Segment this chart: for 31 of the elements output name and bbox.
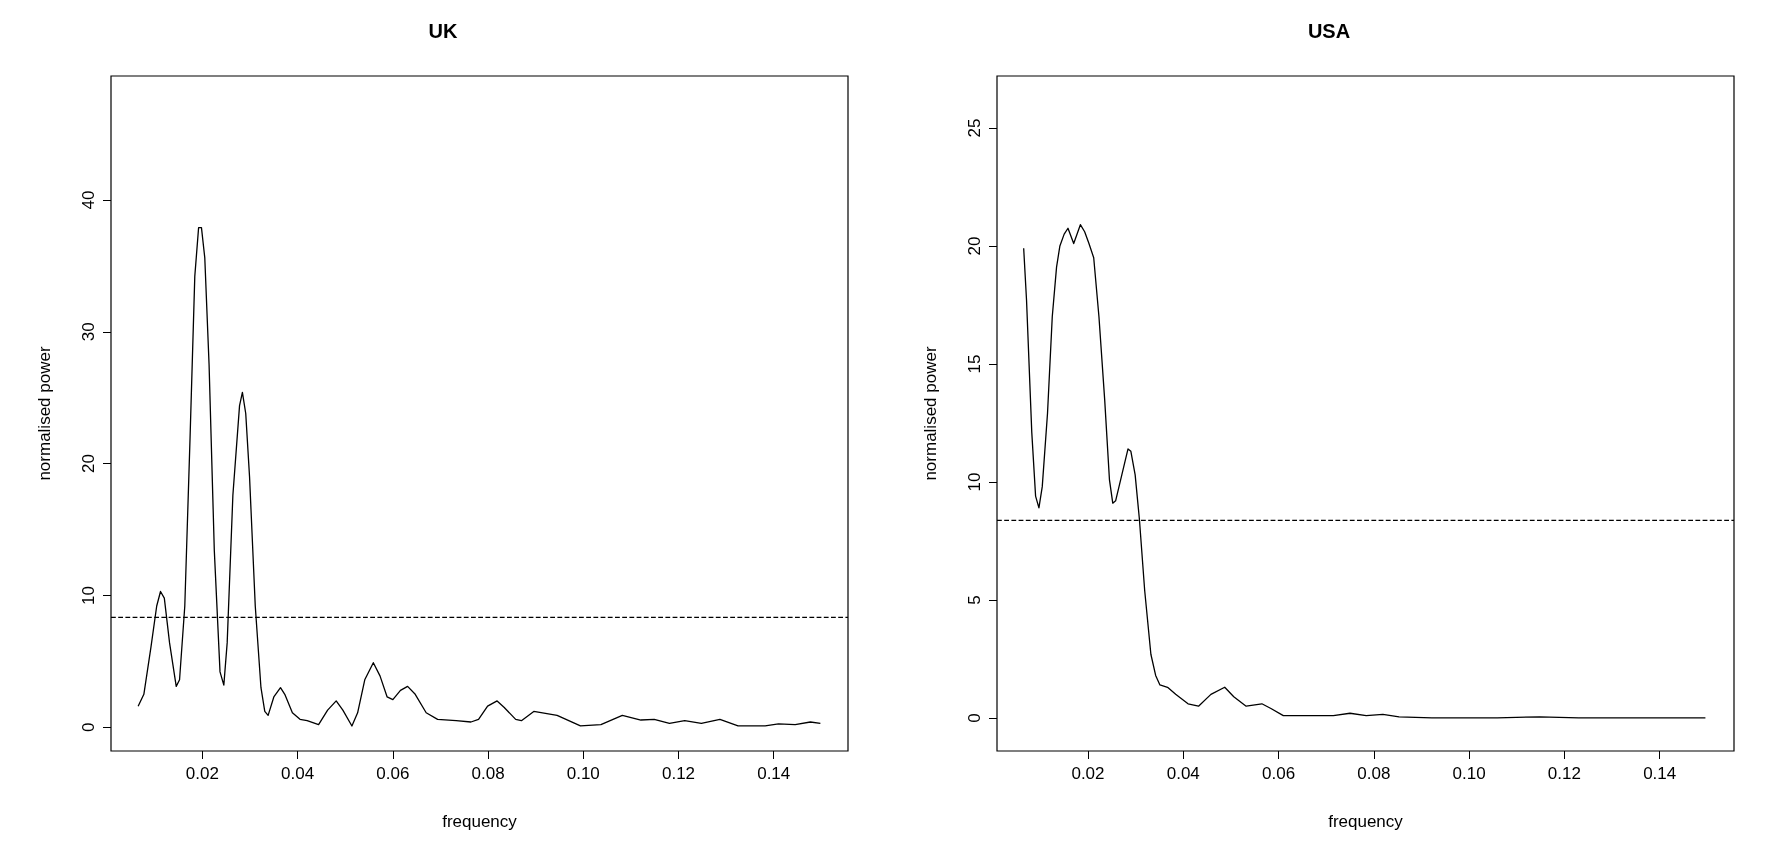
y-tick-label: 5 [965,595,984,605]
y-tick-label: 10 [965,472,984,492]
y-tick-label: 0 [79,722,98,732]
y-tick-label: 10 [79,585,98,605]
y-tick-label: 20 [79,454,98,474]
y-axis-title: normalised power [921,346,940,481]
x-tick-label: 0.14 [1643,764,1677,783]
x-tick-label: 0.10 [566,764,600,783]
x-tick-label: 0.08 [471,764,505,783]
x-axis-title: frequency [442,812,518,831]
chart-title: USA [1307,20,1351,42]
y-axis-title: normalised power [35,346,54,481]
x-tick-label: 0.04 [1166,764,1200,783]
x-tick-label: 0.06 [376,764,410,783]
y-tick-label: 0 [965,713,984,723]
x-tick-label: 0.14 [757,764,791,783]
x-tick-label: 0.02 [185,764,219,783]
y-tick-label: 30 [79,322,98,342]
y-tick-label: 15 [965,354,984,374]
x-tick-label: 0.02 [1071,764,1105,783]
x-tick-label: 0.12 [661,764,696,783]
x-axis-title: frequency [1328,812,1404,831]
x-tick-label: 0.06 [1262,764,1296,783]
x-tick-label: 0.04 [281,764,315,783]
y-tick-label: 20 [965,236,984,256]
y-tick-label: 40 [79,190,98,210]
x-tick-label: 0.10 [1452,764,1486,783]
x-tick-label: 0.12 [1547,764,1581,783]
y-tick-label: 25 [965,118,984,138]
x-tick-label: 0.08 [1357,764,1391,783]
chart-title: UK [428,20,458,42]
